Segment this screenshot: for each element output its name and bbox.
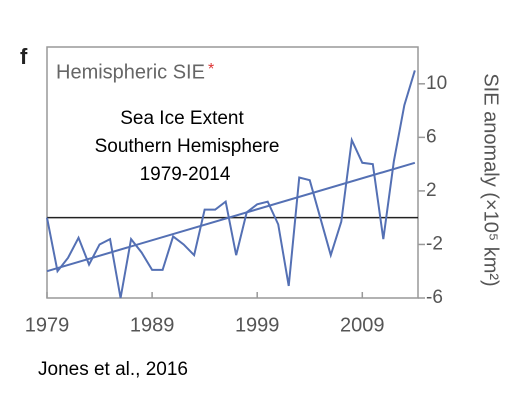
panel-label: f — [20, 44, 28, 69]
y-tick-label: -2 — [426, 233, 443, 254]
annotation: Southern Hemisphere — [95, 136, 280, 157]
annotation: 1979-2014 — [140, 164, 231, 185]
x-tick-label: 1999 — [235, 314, 280, 336]
data-line — [46, 161, 416, 273]
data-line — [46, 70, 416, 299]
x-tick-label: 1979 — [25, 314, 70, 336]
y-tick-label: -6 — [426, 287, 443, 308]
plot-frame — [46, 46, 419, 299]
y-tick-label: 6 — [426, 126, 437, 147]
y-tick-label: 10 — [426, 73, 447, 94]
y-axis-label: SIE anomaly (×10⁵ km²) — [480, 73, 502, 286]
x-tick-label: 2009 — [340, 314, 385, 336]
annotation: Sea Ice Extent — [120, 108, 244, 129]
chart-title: Hemispheric SIE — [56, 61, 205, 83]
x-tick-label: 1989 — [130, 314, 175, 336]
source: Jones et al., 2016 — [38, 359, 188, 380]
y-tick-label: 2 — [426, 180, 437, 201]
title-mark: * — [208, 61, 214, 78]
